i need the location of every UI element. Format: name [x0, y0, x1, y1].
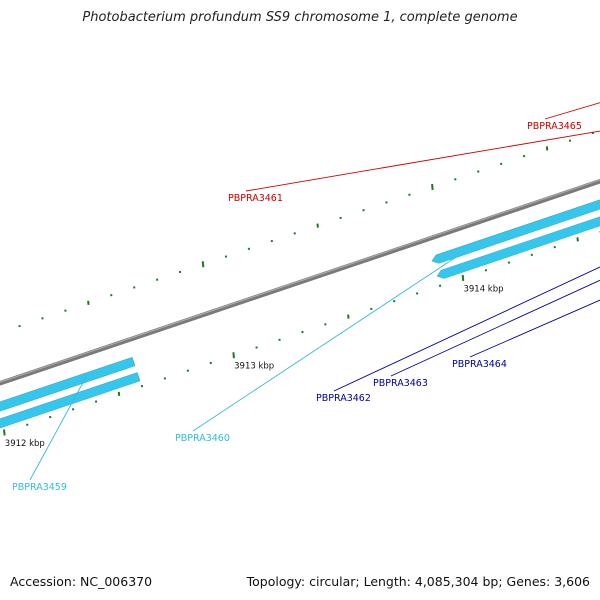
tick-mark-lower: [461, 274, 465, 282]
gene-PBPRA3459: [0, 356, 136, 412]
gene-label-PBPRA3464: PBPRA3464: [452, 359, 507, 370]
tick-mark-upper: [201, 261, 205, 268]
topology-summary-text: Topology: circular; Length: 4,085,304 bp…: [246, 574, 590, 589]
label-leader-PBPRA3463: [390, 279, 600, 377]
tick-mark-lower: [3, 429, 6, 436]
gene-label-PBPRA3459: PBPRA3459: [12, 482, 67, 493]
label-leader-PBPRA3459: [29, 374, 88, 481]
tick-label-3912: 3912 kbp: [5, 439, 45, 449]
gene-track-PBPRA3459: [0, 372, 141, 429]
backbone-line: [0, 178, 600, 386]
gene-label-PBPRA3462: PBPRA3462: [316, 393, 371, 404]
accession-text: Accession: NC_006370: [10, 574, 153, 589]
tick-mark-upper: [431, 183, 434, 191]
tick-label-3914: 3914 kbp: [463, 284, 503, 294]
gene-PBPRA3460: [431, 199, 600, 264]
gene-label-PBPRA3461: PBPRA3461: [228, 193, 283, 204]
genes-layer: [0, 199, 600, 429]
gene-label-PBPRA3465: PBPRA3465: [527, 121, 582, 132]
gene-label-PBPRA3460: PBPRA3460: [175, 433, 230, 444]
label-leader-PBPRA3462: [333, 266, 600, 392]
tick-mark-lower: [232, 352, 235, 359]
label-leader-PBPRA3464: [469, 299, 600, 358]
label-leader-PBPRA3461: [245, 130, 600, 192]
chromosome-backbone-layer: [0, 178, 600, 386]
gene-track-PBPRA3460: [436, 216, 600, 279]
label-leader-PBPRA3465: [544, 102, 600, 120]
tick-label-3913: 3913 kbp: [234, 362, 274, 372]
gene-labels-layer: PBPRA3459PBPRA3460PBPRA3461PBPRA3462PBPR…: [12, 102, 600, 493]
label-leader-PBPRA3460: [192, 256, 457, 432]
gene-label-PBPRA3463: PBPRA3463: [373, 378, 428, 389]
backbone-highlight: [0, 179, 600, 383]
map-title: Photobacterium profundum SS9 chromosome …: [82, 10, 518, 25]
